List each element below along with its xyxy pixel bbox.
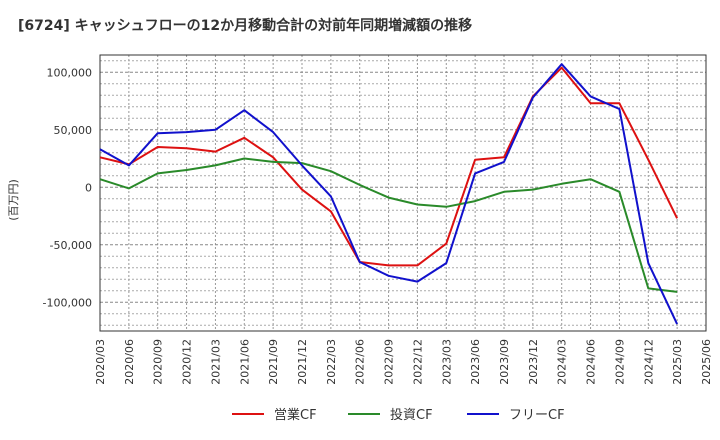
x-tick-label: 2022/09	[383, 339, 396, 385]
legend: 営業CF 投資CF フリーCF	[232, 407, 565, 423]
x-tick-label: 2025/03	[671, 339, 684, 385]
plot-area: 100,000 50,000 0 -50,000 -100,000 2020/03 2020…	[43, 54, 713, 385]
series-line-投資CF	[99, 157, 678, 293]
series-line-フリーCF	[99, 63, 679, 325]
plot-frame	[99, 54, 707, 332]
x-tick-label: 2020/03	[94, 339, 107, 385]
x-tick-label: 2021/09	[267, 339, 280, 385]
legend-label: フリーCF	[509, 408, 565, 423]
x-tick-label: 2021/12	[296, 339, 309, 385]
x-tick-label: 2022/06	[354, 339, 367, 385]
y-tick-label: -50,000	[50, 239, 92, 252]
x-tick-label: 2024/09	[613, 339, 626, 385]
x-tick-label: 2024/03	[556, 339, 569, 385]
x-tick-label: 2024/06	[585, 339, 598, 385]
x-tick-label: 2025/06	[700, 339, 713, 385]
x-tick-label: 2021/06	[238, 339, 251, 385]
y-tick-label: 50,000	[54, 124, 93, 137]
y-axis-label: (百万円)	[7, 179, 20, 221]
x-tick-label: 2020/06	[123, 339, 136, 385]
x-tick-label: 2023/06	[469, 339, 482, 385]
x-tick-label: 2022/12	[411, 339, 424, 385]
x-tick-label: 2022/03	[325, 339, 338, 385]
x-tick-label: 2023/12	[527, 339, 540, 385]
x-tick-label: 2021/03	[209, 339, 222, 385]
x-tick-label: 2023/03	[440, 339, 453, 385]
y-tick-label: -100,000	[43, 296, 92, 309]
series-line-営業CF	[99, 66, 678, 267]
y-tick-label: 0	[85, 181, 92, 194]
x-tick-label: 2023/09	[498, 339, 511, 385]
x-tick-label: 2020/12	[181, 339, 194, 385]
legend-label: 営業CF	[274, 407, 317, 423]
x-tick-label: 2024/12	[642, 339, 655, 385]
legend-label: 投資CF	[390, 407, 433, 423]
x-tick-label: 2020/09	[152, 339, 165, 385]
chart-title: [6724] キャッシュフローの12か月移動合計の対前年同期増減額の推移	[18, 17, 472, 34]
plot-background	[100, 55, 706, 331]
y-tick-label: 100,000	[47, 66, 93, 79]
